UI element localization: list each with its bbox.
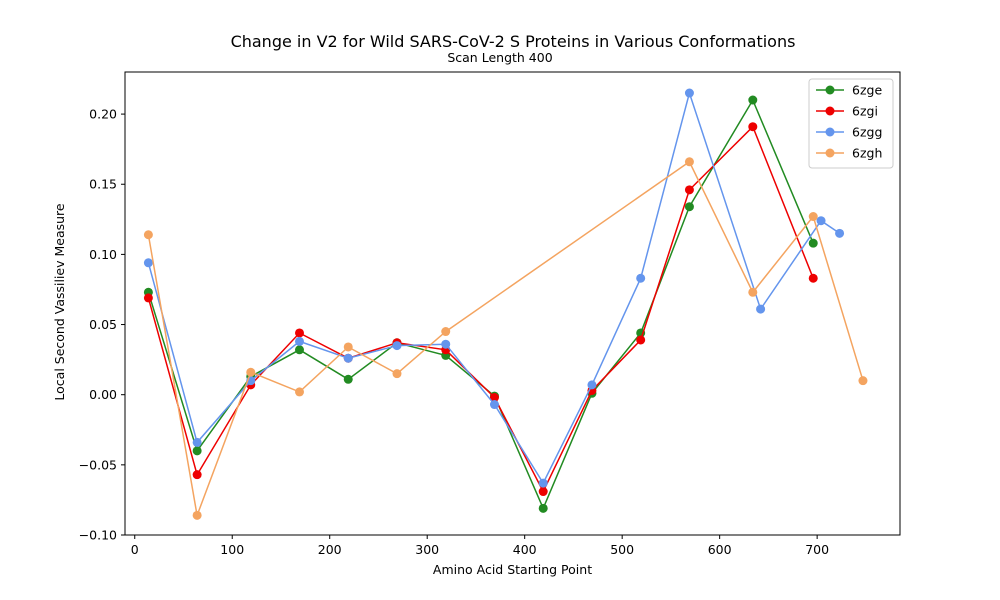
data-point (192, 437, 202, 447)
x-tick-label: 300 (415, 542, 439, 557)
data-point (808, 273, 818, 283)
x-tick-label: 600 (708, 542, 732, 557)
data-point (808, 212, 818, 222)
data-point (858, 376, 868, 386)
y-tick-label: 0.20 (89, 107, 117, 122)
data-point (441, 339, 451, 349)
plot-frame (124, 71, 901, 536)
data-point (392, 341, 402, 351)
legend-marker (825, 148, 835, 158)
y-axis-ticks: −0.10 −0.05 0.00 0.05 0.10 0.15 0.20 (79, 107, 125, 543)
data-point (684, 157, 694, 167)
x-tick-label: 200 (318, 542, 342, 557)
data-point (192, 446, 202, 456)
legend-marker (825, 127, 835, 137)
x-tick-label: 100 (220, 542, 244, 557)
data-point (294, 345, 304, 355)
legend-item-6zgg: 6zgg (816, 125, 882, 140)
legend-label: 6zgi (852, 104, 878, 119)
legend-item-6zge: 6zge (816, 83, 882, 98)
legend-label: 6zgh (852, 146, 882, 161)
data-point (294, 387, 304, 397)
data-point (343, 353, 353, 363)
data-point (143, 258, 153, 268)
data-point (538, 478, 548, 488)
y-axis-label: Local Second Vassiliev Measure (52, 203, 67, 401)
data-point (441, 327, 451, 337)
data-point (489, 400, 499, 410)
series-6zgh (143, 157, 868, 520)
legend: 6zge 6zgi 6zgg 6zgh (808, 78, 894, 169)
data-point (684, 88, 694, 98)
y-tick-label: 0.15 (89, 177, 117, 192)
data-point (143, 293, 153, 303)
legend-marker (825, 106, 835, 116)
legend-marker (825, 85, 835, 95)
data-point (835, 228, 845, 238)
series-line (147, 98, 814, 511)
data-point (636, 335, 646, 345)
chart-title: Change in V2 for Wild SARS-CoV-2 S Prote… (231, 32, 796, 51)
data-point (246, 367, 256, 377)
plot-area (143, 88, 868, 520)
data-point (343, 342, 353, 352)
data-point (748, 95, 758, 105)
legend-label: 6zge (852, 83, 882, 98)
data-point (816, 216, 826, 226)
data-point (489, 393, 499, 403)
x-axis-label: Amino Acid Starting Point (433, 562, 592, 577)
y-tick-label: 0.05 (89, 317, 117, 332)
legend-item-6zgh: 6zgh (816, 146, 882, 161)
chart-subtitle: Scan Length 400 (447, 50, 552, 65)
series-6zgg (143, 88, 845, 488)
data-point (684, 202, 694, 212)
y-tick-label: −0.10 (79, 528, 117, 543)
data-point (538, 487, 548, 497)
data-point (192, 510, 202, 520)
data-point (294, 336, 304, 346)
data-point (294, 328, 304, 338)
x-axis-ticks: 0 100 200 300 400 500 600 700 (131, 535, 829, 557)
data-point (756, 304, 766, 314)
y-tick-label: 0.10 (89, 247, 117, 262)
data-point (808, 238, 818, 248)
legend-frame (808, 78, 894, 169)
data-point (748, 122, 758, 132)
data-point (143, 230, 153, 240)
data-point (587, 380, 597, 390)
data-point (392, 369, 402, 379)
data-point (636, 273, 646, 283)
x-tick-label: 700 (805, 542, 829, 557)
data-point (343, 374, 353, 384)
legend-label: 6zgg (852, 125, 882, 140)
data-point (748, 287, 758, 297)
data-point (684, 185, 694, 195)
y-tick-label: 0.00 (89, 387, 117, 402)
data-point (538, 503, 548, 513)
y-tick-label: −0.05 (79, 457, 117, 472)
x-tick-label: 500 (610, 542, 634, 557)
data-point (192, 470, 202, 480)
legend-item-6zgi: 6zgi (816, 104, 878, 119)
x-tick-label: 0 (131, 542, 139, 557)
x-tick-label: 400 (513, 542, 537, 557)
